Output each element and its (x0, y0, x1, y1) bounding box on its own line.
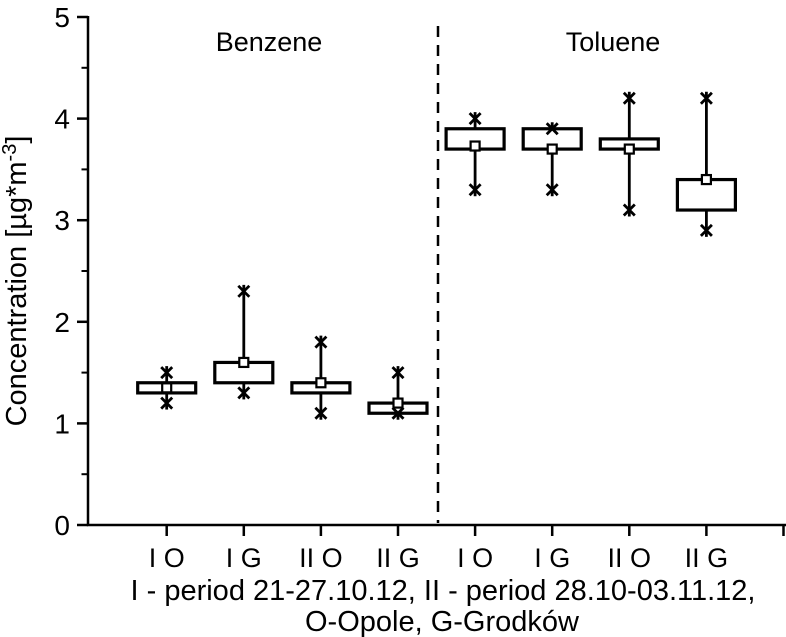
x-marker-stroke (622, 203, 636, 217)
x-category-label: I O (457, 543, 493, 573)
box-series (136, 91, 738, 420)
x-marker-stroke (468, 183, 482, 197)
y-tick-label: 3 (54, 205, 70, 236)
x-category-label: II O (608, 543, 652, 573)
x-marker-stroke (468, 112, 482, 126)
x-category-label: II O (299, 543, 343, 573)
y-axis-title-superscript: -3 (0, 144, 21, 162)
y-axis-title: Concentration [µg*m-3] (0, 136, 33, 427)
y-axis-title-close: ] (1, 136, 33, 144)
box-group (444, 112, 506, 197)
mean-square-marker (161, 382, 173, 394)
mean-square-marker (469, 140, 481, 152)
x-marker-stroke (237, 386, 251, 400)
y-axis-title-main: Concentration [µg*m (1, 161, 33, 426)
x-marker-stroke (391, 406, 405, 420)
x-marker-stroke (545, 122, 559, 136)
mean-square-marker (546, 143, 558, 155)
x-category-label: I O (149, 543, 185, 573)
mean-square-marker (315, 377, 327, 389)
y-axis-ticks: 0 1 2 3 4 5 (54, 2, 88, 541)
x-marker-stroke (622, 91, 636, 105)
mean-square-marker (700, 173, 713, 186)
x-marker-stroke (237, 284, 251, 298)
x-category-label: I G (534, 543, 570, 573)
whisker-cap-x-marker-icon (545, 183, 559, 197)
whisker-cap-x-marker-icon (314, 406, 328, 420)
mean-square-marker (392, 397, 404, 409)
whisker-cap-x-marker-icon (622, 203, 636, 217)
y-tick-label: 0 (54, 510, 70, 541)
whisker-cap-x-marker-icon (545, 122, 559, 136)
whisker-cap-x-marker-icon (237, 284, 251, 298)
x-category-label: I G (226, 543, 262, 573)
x-marker-stroke (391, 366, 405, 380)
x-category-label: II G (376, 543, 420, 573)
y-tick-label: 1 (54, 408, 70, 439)
x-axis-title-line2: O-Opole, G-Grodków (305, 606, 580, 637)
box-group (521, 122, 583, 197)
whisker-cap-x-marker-icon (699, 223, 713, 237)
group-title-benzene: Benzene (216, 27, 323, 57)
y-tick-label: 2 (54, 307, 70, 338)
x-axis-ticks: I O I G II O II G I O I G II O II G (149, 525, 785, 573)
mean-square-marker (238, 356, 250, 369)
whisker-cap-x-marker-icon (160, 396, 174, 410)
whisker-cap-x-marker-icon (237, 386, 251, 400)
whisker-cap-x-marker-icon (391, 406, 405, 420)
whisker-cap-x-marker-icon (699, 91, 713, 105)
box-group (598, 91, 660, 217)
whisker-cap-x-marker-icon (468, 112, 482, 126)
group-title-toluene: Toluene (566, 27, 661, 57)
x-marker-stroke (314, 335, 328, 349)
box-group (675, 91, 738, 237)
mean-square-marker (623, 143, 635, 155)
box-group (290, 335, 352, 420)
y-tick-label: 5 (54, 2, 70, 33)
x-marker-stroke (699, 223, 713, 237)
whisker-cap-x-marker-icon (314, 335, 328, 349)
x-marker-stroke (314, 406, 328, 420)
x-marker-stroke (160, 366, 174, 380)
box-group (136, 366, 198, 410)
whisker-cap-x-marker-icon (391, 366, 405, 380)
box-group (213, 284, 275, 400)
x-category-label: II G (685, 543, 729, 573)
x-marker-stroke (699, 91, 713, 105)
box-group (367, 366, 429, 420)
x-marker-stroke (545, 183, 559, 197)
x-marker-stroke (160, 396, 174, 410)
whisker-cap-x-marker-icon (160, 366, 174, 380)
whisker-cap-x-marker-icon (468, 183, 482, 197)
y-tick-label: 4 (54, 104, 70, 135)
x-axis-title-line1: I - period 21-27.10.12, II - period 28.1… (131, 575, 756, 607)
whisker-cap-x-marker-icon (622, 91, 636, 105)
